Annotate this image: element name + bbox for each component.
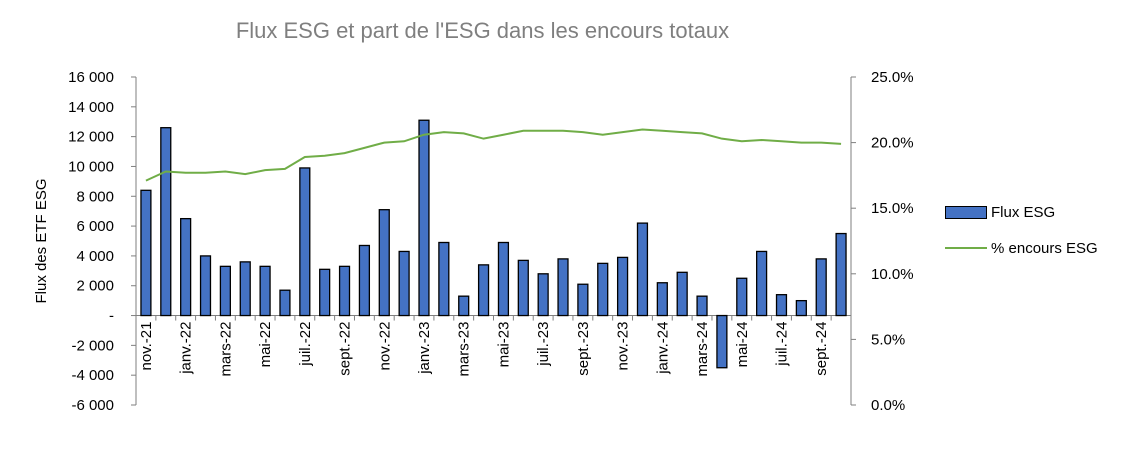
bar [259, 265, 271, 317]
chart-labels: 16 000 14 000 12 000 10 000 8 000 6 000 4 000 2… [33, 69, 914, 414]
y-tick-label: 12 000 [68, 129, 114, 146]
encours-esg-line [145, 128, 842, 182]
x-tick-label: sept.-23 [575, 322, 592, 376]
y-tick-label: 2 000 [76, 278, 114, 295]
bar [736, 277, 748, 317]
bar [636, 222, 649, 317]
y-tick-label: 8 000 [76, 188, 114, 205]
bar [239, 261, 251, 317]
y-tick-label: 4 000 [76, 248, 114, 265]
x-tick-label: janv.-24 [654, 322, 671, 375]
bar [358, 244, 371, 317]
x-tick-label: janv.-23 [416, 322, 433, 375]
legend-swatch-line [945, 247, 987, 249]
bar [517, 259, 529, 317]
legend-swatch-bar [945, 205, 987, 219]
x-tick-label: mai-24 [734, 322, 751, 368]
bar [279, 289, 291, 317]
bar [795, 299, 807, 317]
legend-item-encours-esg: % encours ESG [945, 236, 1098, 260]
y-tick-label: 6 000 [76, 218, 114, 235]
bar [319, 268, 331, 317]
y2-tick-label: 15.0% [871, 200, 914, 217]
x-tick-label: mars-24 [694, 322, 711, 377]
y2-tick-label: 25.0% [871, 69, 914, 86]
bar [656, 282, 668, 317]
bar [199, 255, 212, 317]
x-tick-label: mars-23 [456, 322, 473, 377]
y-axis-title: Flux des ETF ESG [33, 178, 50, 303]
bar [676, 271, 688, 317]
x-tick-label: nov.-21 [138, 322, 155, 371]
bar [140, 189, 152, 317]
bar [378, 209, 390, 317]
chart-axes [131, 76, 856, 406]
bar [219, 265, 231, 317]
line-path [145, 128, 842, 182]
y-tick-label: - [109, 308, 114, 325]
y-tick-label: -4 000 [71, 367, 114, 384]
x-tick-label: janv.-22 [178, 322, 195, 375]
y2-tick-label: 0.0% [871, 397, 905, 414]
y-tick-label: 14 000 [68, 99, 114, 116]
x-tick-label: juil.-24 [773, 322, 790, 367]
bar [696, 295, 708, 317]
chart-title: Flux ESG et part de l'ESG dans les encou… [235, 18, 730, 43]
x-tick-label: sept.-24 [813, 322, 830, 376]
bar [438, 241, 450, 317]
y2-tick-label: 20.0% [871, 135, 914, 152]
x-tick-label: nov.-23 [615, 322, 632, 371]
bar [537, 273, 549, 317]
bar [418, 119, 430, 317]
bar [616, 256, 629, 317]
y-tick-label: 10 000 [68, 158, 114, 175]
bar [497, 241, 510, 317]
bar [398, 250, 410, 317]
bar [299, 167, 311, 317]
bar [338, 265, 351, 317]
x-tick-label: mai-22 [257, 322, 274, 368]
bar [756, 250, 768, 317]
bar [180, 217, 192, 317]
legend-item-flux-esg: Flux ESG [945, 200, 1098, 224]
x-tick-label: mars-22 [217, 322, 234, 377]
bar [557, 258, 569, 317]
bar [775, 294, 788, 317]
bar [160, 127, 172, 317]
x-tick-label: juil.-22 [297, 322, 314, 367]
legend-label-encours-esg: % encours ESG [991, 239, 1098, 257]
y2-tick-label: 10.0% [871, 266, 914, 283]
bar [815, 258, 827, 317]
bar [716, 314, 728, 369]
x-tick-label: sept.-22 [337, 322, 354, 376]
bar [477, 264, 490, 317]
x-tick-label: juil.-23 [535, 322, 552, 367]
y2-tick-label: 5.0% [871, 331, 905, 348]
flux-esg-bars [140, 119, 847, 369]
x-tick-label: nov.-22 [376, 322, 393, 371]
bar [458, 295, 470, 317]
legend-label-flux-esg: Flux ESG [991, 203, 1056, 221]
y-tick-label: -6 000 [71, 397, 114, 414]
bar [577, 283, 589, 317]
y-tick-label: -2 000 [71, 337, 114, 354]
bar [597, 262, 609, 317]
bar [835, 232, 847, 317]
x-tick-label: mai-23 [495, 322, 512, 368]
chart-legend: Flux ESG % encours ESG [945, 200, 1098, 272]
y-tick-label: 16 000 [68, 69, 114, 86]
